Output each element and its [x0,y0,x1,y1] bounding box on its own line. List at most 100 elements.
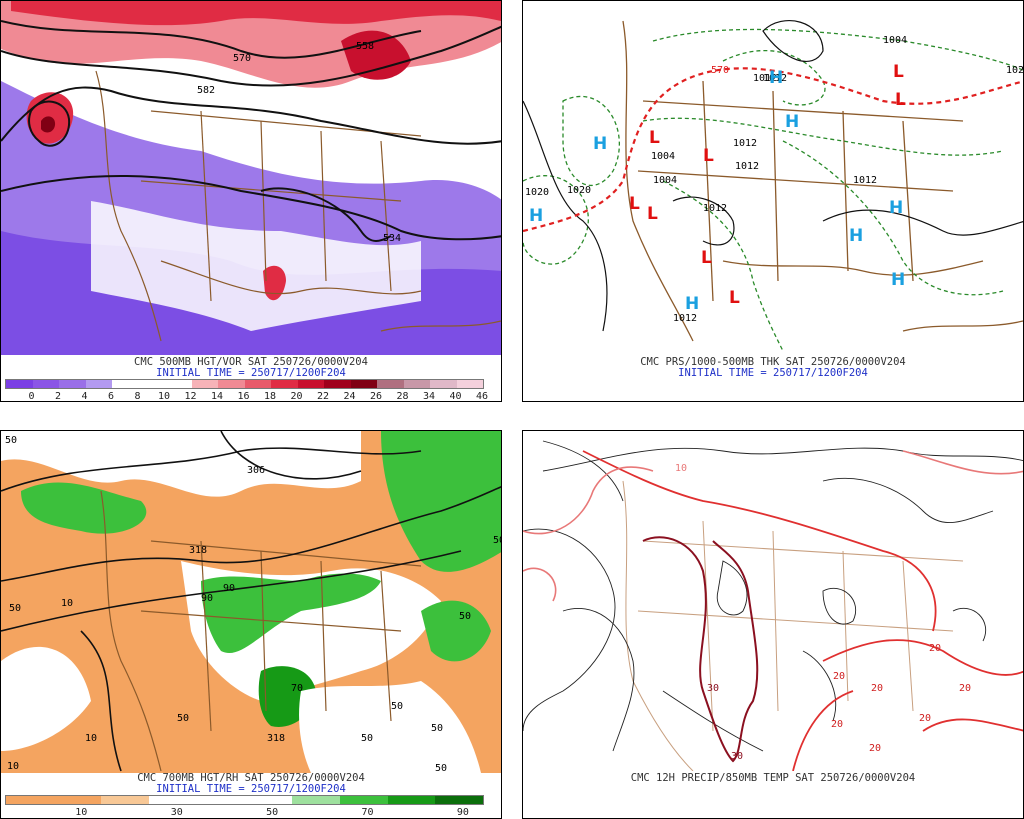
high-pressure-center: H [849,226,863,246]
colorbar-segment [403,380,430,388]
contour-label: 50 [459,611,471,622]
colorbar-segment [339,796,388,804]
low-pressure-center: L [701,248,712,268]
contour-label: 50 [5,435,17,446]
colorbar-tick-label: 8 [134,391,141,402]
colorbar-segment [6,380,33,388]
contour-label: 50 [391,701,403,712]
moist-field [21,482,147,534]
isobar-label: 1012 [735,161,759,172]
colorbar-tick-label: 90 [456,807,469,818]
colorbar-segment [138,380,165,388]
colorbar-tick-label: 22 [316,391,330,402]
isobar-label: 1020 [567,185,591,196]
vorticity-map: 570 558 582 534 [1,1,501,355]
panel-title: CMC 12H PRECIP/850MB TEMP SAT 250726/000… [630,772,916,784]
temp-label: 30 [707,683,719,694]
moist-field [381,431,501,572]
high-pressure-center: H [685,294,699,314]
temp-label: 20 [959,683,971,694]
colorbar-segment [196,796,245,804]
high-pressure-center: H [889,198,903,218]
contour-label: 90 [223,583,235,594]
colorbar-segment [435,796,483,804]
colorbar-tick-label: 12 [184,391,197,402]
colorbar-segment [430,380,457,388]
low-pressure-center: L [893,62,904,82]
low-pressure-center: L [703,146,714,166]
colorbar-segment [32,380,59,388]
moderate-field [299,681,481,773]
isobar-label: 1012 [673,313,697,324]
thickness-label: 570 [711,65,729,76]
colorbar-tick-label: 10 [157,391,171,402]
initial-time: INITIAL TIME = 250717/1200F204 [678,367,868,379]
contour-label: 50 [493,535,502,546]
contour-label: 570 [233,53,251,64]
colorbar-segment [59,380,86,388]
colorbar-segment [165,380,192,388]
colorbar-tick-label: 20 [290,391,303,402]
colorbar-tick-label: 18 [263,391,277,402]
isobar-label: 1020 [525,187,549,198]
initial-time: INITIAL TIME = 250717/1200F204 [156,367,346,379]
isobar-label: 1012 [763,73,787,84]
isobar-label: 1004 [651,151,675,162]
isobar-label: 1012 [703,203,727,214]
temp-label: 20 [869,743,881,754]
colorbar-segment [271,380,298,388]
colorbar-segment [387,796,436,804]
moderate-field [1,431,361,497]
colorbar-segment [218,380,245,388]
initial-time: INITIAL TIME = 250717/1200F204 [156,783,346,795]
low-pressure-center: L [895,90,906,110]
isobar-solid [523,20,1023,332]
contour-label: 306 [247,465,265,476]
low-pressure-center: L [729,288,740,308]
vorticity-core [41,116,56,133]
humidity-map: 306 318 50 50 10 10 90 90 50 50 10 50 50… [1,431,502,773]
panel-precip-temp: 20 20 20 20 20 20 30 30 20 10 CMC 12H PR… [522,430,1024,819]
temp-label: 20 [929,643,941,654]
moderate-field [1,646,91,751]
colorbar-segment [244,796,293,804]
contour-label: 90 [201,593,213,604]
low-pressure-center: L [647,204,658,224]
panel-700mb-rh: 306 318 50 50 10 10 90 90 50 50 10 50 50… [0,430,502,819]
colorbar-tick-label: 0 [28,391,35,402]
vorticity-neutral-field [91,201,421,331]
isobar-label: 1004 [883,35,907,46]
temp-contour-10 [523,450,1023,602]
panel-title: CMC PRS/1000-500MB THK SAT 250726/0000V2… [640,356,906,368]
humidity-colorbar [5,795,484,805]
colorbar-segment [456,380,483,388]
colorbar-segment [6,796,54,804]
colorbar-tick-label: 4 [81,391,88,402]
height-contours [1,431,501,772]
temp-label: 20 [831,719,843,730]
isobar-label: 1012 [853,175,877,186]
panel-500mb-vorticity: 570 558 582 534 CMC 500MB HGT/VOR SAT 25… [0,0,502,402]
contour-label: 10 [61,598,73,609]
high-pressure-center: H [529,206,543,226]
high-pressure-center: H [891,270,905,290]
colorbar-segment [112,380,139,388]
isobar-label: 1012 [753,73,777,84]
precip-map: 20 20 20 20 20 20 30 30 20 10 [523,440,1023,771]
colorbar-tick-label: 70 [361,807,374,818]
colorbar-tick-label: 34 [422,391,436,402]
high-pressure-center: H [593,134,607,154]
precip-contours [523,440,1023,752]
colorbar-tick-label: 40 [449,391,462,402]
contour-label: 318 [267,733,285,744]
contour-label: 10 [85,733,97,744]
contour-label: 50 [431,723,443,734]
panel-pressure-thickness: 1004 1012 1012 1004 1012 1012 1020 1020 … [522,0,1024,402]
contour-label: 318 [189,545,207,556]
temp-label: 20 [833,671,845,682]
colorbar-tick-label: 28 [396,391,409,402]
isobar-label: 1004 [653,175,677,186]
borders [100,490,422,772]
height-contours [1,20,501,242]
moist-field [201,573,381,653]
